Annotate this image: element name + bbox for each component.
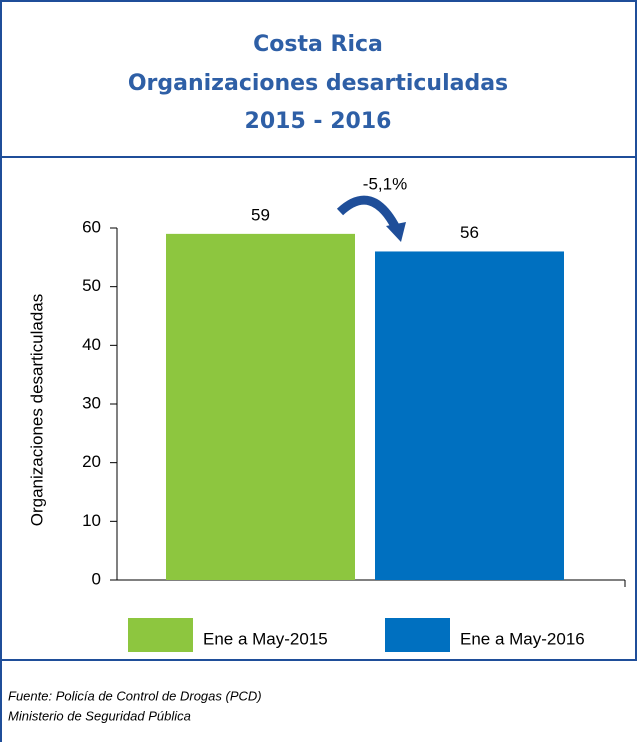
chart-box xyxy=(0,156,637,661)
source: Ministerio de Seguridad Pública xyxy=(8,708,191,723)
y-tick-label: 10 xyxy=(82,511,101,530)
chart-title: Organizaciones desarticuladas xyxy=(128,71,508,96)
bar xyxy=(375,251,564,580)
chart-title: 2015 - 2016 xyxy=(245,109,392,134)
bar xyxy=(166,233,355,580)
y-tick-label: 30 xyxy=(82,393,101,412)
y-tick-label: 60 xyxy=(82,217,101,236)
y-tick-label: 40 xyxy=(82,335,101,354)
legend-label: Ene a May-2015 xyxy=(203,629,328,648)
source: Fuente: Policía de Control de Drogas (PC… xyxy=(8,688,262,703)
y-axis-label: Organizaciones desarticuladas xyxy=(27,294,46,526)
data-label: 59 xyxy=(251,205,270,224)
legend-label: Ene a May-2016 xyxy=(460,629,585,648)
arrow-head xyxy=(386,222,406,242)
y-tick-label: 50 xyxy=(82,276,101,295)
y-tick-label: 0 xyxy=(92,569,101,588)
annotation: -5,1% xyxy=(363,174,407,193)
y-tick-label: 20 xyxy=(82,452,101,471)
legend-swatch xyxy=(128,618,193,652)
chart-title: Costa Rica xyxy=(253,32,383,57)
change-arrow xyxy=(336,195,400,231)
data-label: 56 xyxy=(460,223,479,242)
legend-swatch xyxy=(385,618,450,652)
